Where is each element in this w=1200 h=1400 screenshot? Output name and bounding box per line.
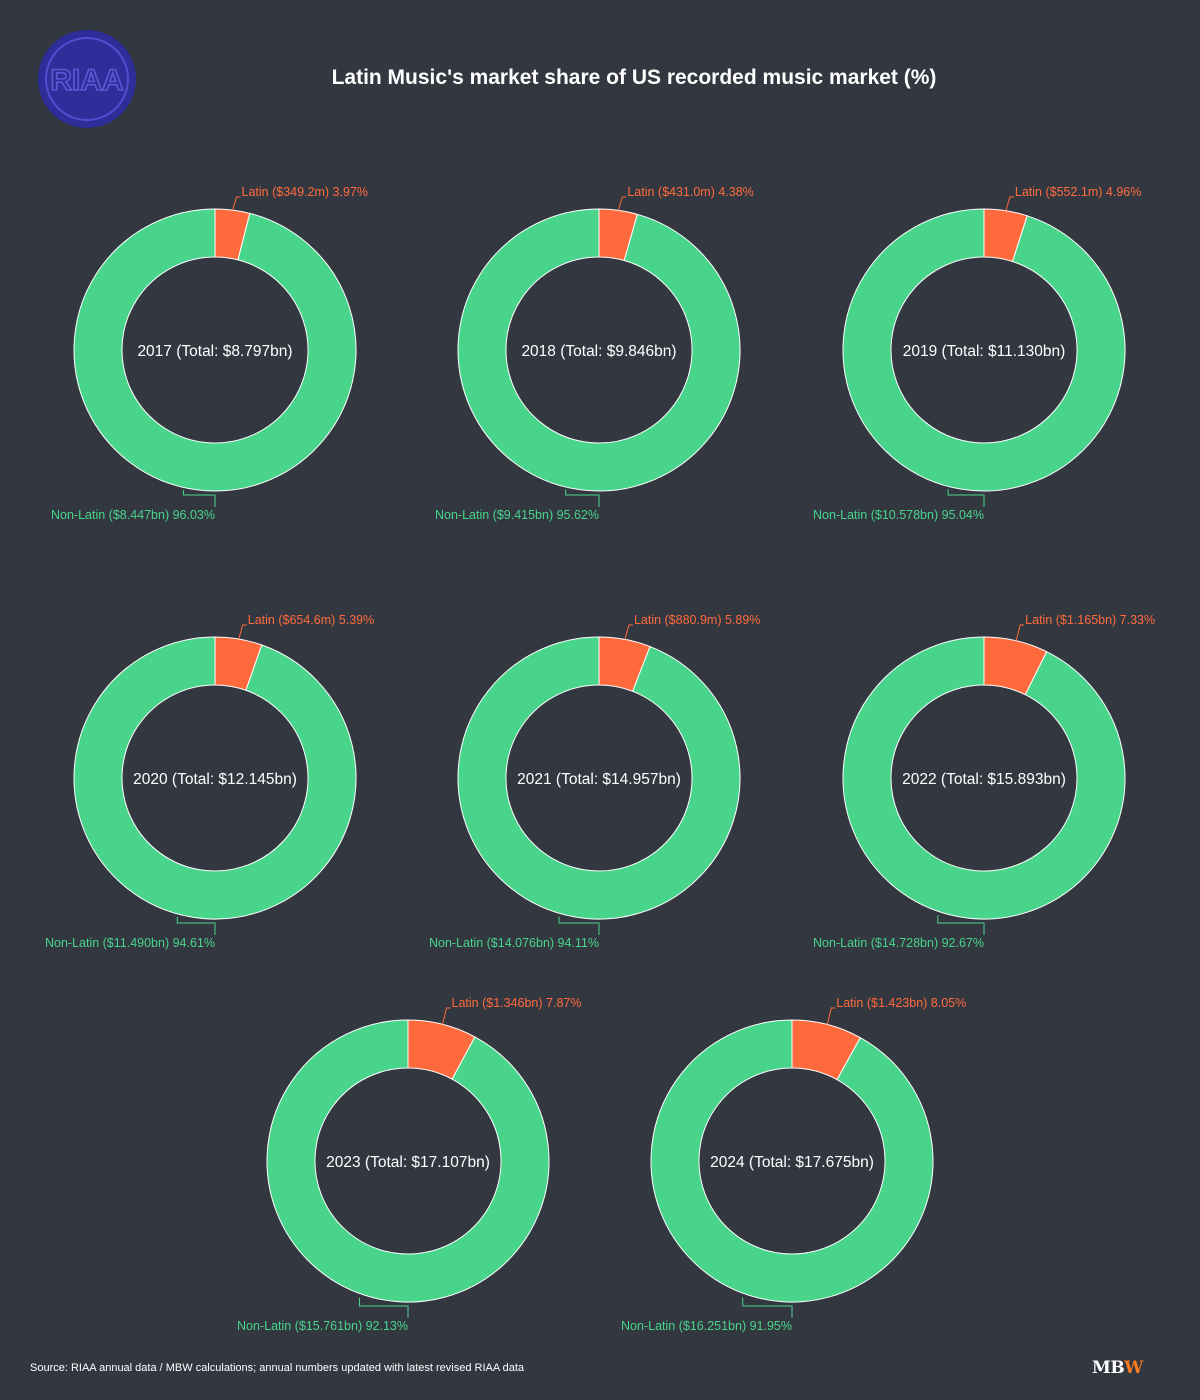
non-latin-slice xyxy=(650,1019,934,1303)
donut-center-label: 2022 (Total: $15.893bn) xyxy=(902,771,1066,788)
non-latin-leader-line xyxy=(565,489,600,507)
non-latin-data-label: Non-Latin ($14.076bn) 94.11% xyxy=(429,936,599,950)
non-latin-leader-line xyxy=(947,489,985,507)
non-latin-data-label: Non-Latin ($16.251bn) 91.95% xyxy=(621,1319,792,1333)
non-latin-data-label: Non-Latin ($10.578bn) 95.04% xyxy=(813,508,984,522)
donut-center-label: 2020 (Total: $12.145bn) xyxy=(133,771,297,788)
donut-chart-3: Latin ($654.6m) 5.39% Non-Latin ($11.490b… xyxy=(45,613,374,950)
latin-data-label: Latin ($880.9m) 5.89% xyxy=(634,613,760,627)
latin-leader-line xyxy=(624,624,633,640)
non-latin-data-label: Non-Latin ($8.447bn) 96.03% xyxy=(51,508,215,522)
mbw-logo-w: W xyxy=(1124,1358,1143,1378)
latin-data-label: Latin ($1.423bn) 8.05% xyxy=(836,996,966,1010)
non-latin-slice xyxy=(457,208,741,492)
non-latin-slice xyxy=(842,636,1126,920)
non-latin-leader-line xyxy=(182,489,216,507)
mbw-logo: MBW xyxy=(1092,1358,1143,1378)
latin-data-label: Latin ($349.2m) 3.97% xyxy=(242,185,368,199)
donut-chart-4: Latin ($880.9m) 5.89% Non-Latin ($14.076b… xyxy=(429,613,760,950)
non-latin-data-label: Non-Latin ($14.728bn) 92.67% xyxy=(813,936,984,950)
donut-center-label: 2019 (Total: $11.130bn) xyxy=(903,343,1066,360)
donut-center-label: 2018 (Total: $9.846bn) xyxy=(521,343,676,360)
donut-chart-1: Latin ($431.0m) 4.38% Non-Latin ($9.415bn… xyxy=(435,185,754,522)
donut-chart-6: Latin ($1.346bn) 7.87% Non-Latin ($15.761… xyxy=(237,996,581,1333)
latin-leader-line xyxy=(238,624,247,640)
non-latin-data-label: Non-Latin ($9.415bn) 95.62% xyxy=(435,508,599,522)
latin-leader-line xyxy=(826,1007,836,1025)
donut-center-label: 2023 (Total: $17.107bn) xyxy=(326,1154,490,1171)
mbw-logo-mb: MB xyxy=(1092,1358,1125,1378)
latin-leader-line xyxy=(1015,624,1025,641)
non-latin-data-label: Non-Latin ($11.490bn) 94.61% xyxy=(45,936,215,950)
donut-center-label: 2024 (Total: $17.675bn) xyxy=(710,1154,874,1171)
latin-leader-line xyxy=(1005,196,1014,211)
donut-chart-2: Latin ($552.1m) 4.96% Non-Latin ($10.578b… xyxy=(813,185,1141,522)
riaa-logo: RIAA xyxy=(38,30,136,128)
donut-chart-5: Latin ($1.165bn) 7.33% Non-Latin ($14.728… xyxy=(813,613,1155,950)
latin-leader-line xyxy=(617,196,627,211)
non-latin-slice xyxy=(842,208,1126,492)
non-latin-slice xyxy=(457,636,741,920)
latin-leader-line xyxy=(442,1007,451,1025)
non-latin-leader-line xyxy=(742,1297,793,1318)
source-note: Source: RIAA annual data / MBW calculati… xyxy=(30,1362,525,1374)
donut-chart-7: Latin ($1.423bn) 8.05% Non-Latin ($16.251… xyxy=(621,996,966,1333)
latin-data-label: Latin ($1.346bn) 7.87% xyxy=(452,996,582,1010)
non-latin-slice xyxy=(266,1019,550,1303)
donut-chart-0: Latin ($349.2m) 3.97% Non-Latin ($8.447bn… xyxy=(51,185,368,522)
chart-title: Latin Music's market share of US recorde… xyxy=(331,66,937,89)
riaa-logo-text: RIAA xyxy=(50,64,123,97)
donut-center-label: 2017 (Total: $8.797bn) xyxy=(137,343,292,360)
non-latin-leader-line xyxy=(358,1297,409,1318)
non-latin-leader-line xyxy=(176,916,216,935)
non-latin-slice xyxy=(73,208,357,492)
non-latin-data-label: Non-Latin ($15.761bn) 92.13% xyxy=(237,1319,408,1333)
latin-data-label: Latin ($431.0m) 4.38% xyxy=(627,185,753,199)
latin-data-label: Latin ($654.6m) 5.39% xyxy=(248,613,374,627)
latin-leader-line xyxy=(232,196,241,211)
latin-data-label: Latin ($552.1m) 4.96% xyxy=(1015,185,1141,199)
non-latin-slice xyxy=(73,636,357,920)
non-latin-leader-line xyxy=(937,915,985,935)
non-latin-leader-line xyxy=(558,916,600,935)
donut-center-label: 2021 (Total: $14.957bn) xyxy=(517,771,681,788)
latin-data-label: Latin ($1.165bn) 7.33% xyxy=(1025,613,1155,627)
